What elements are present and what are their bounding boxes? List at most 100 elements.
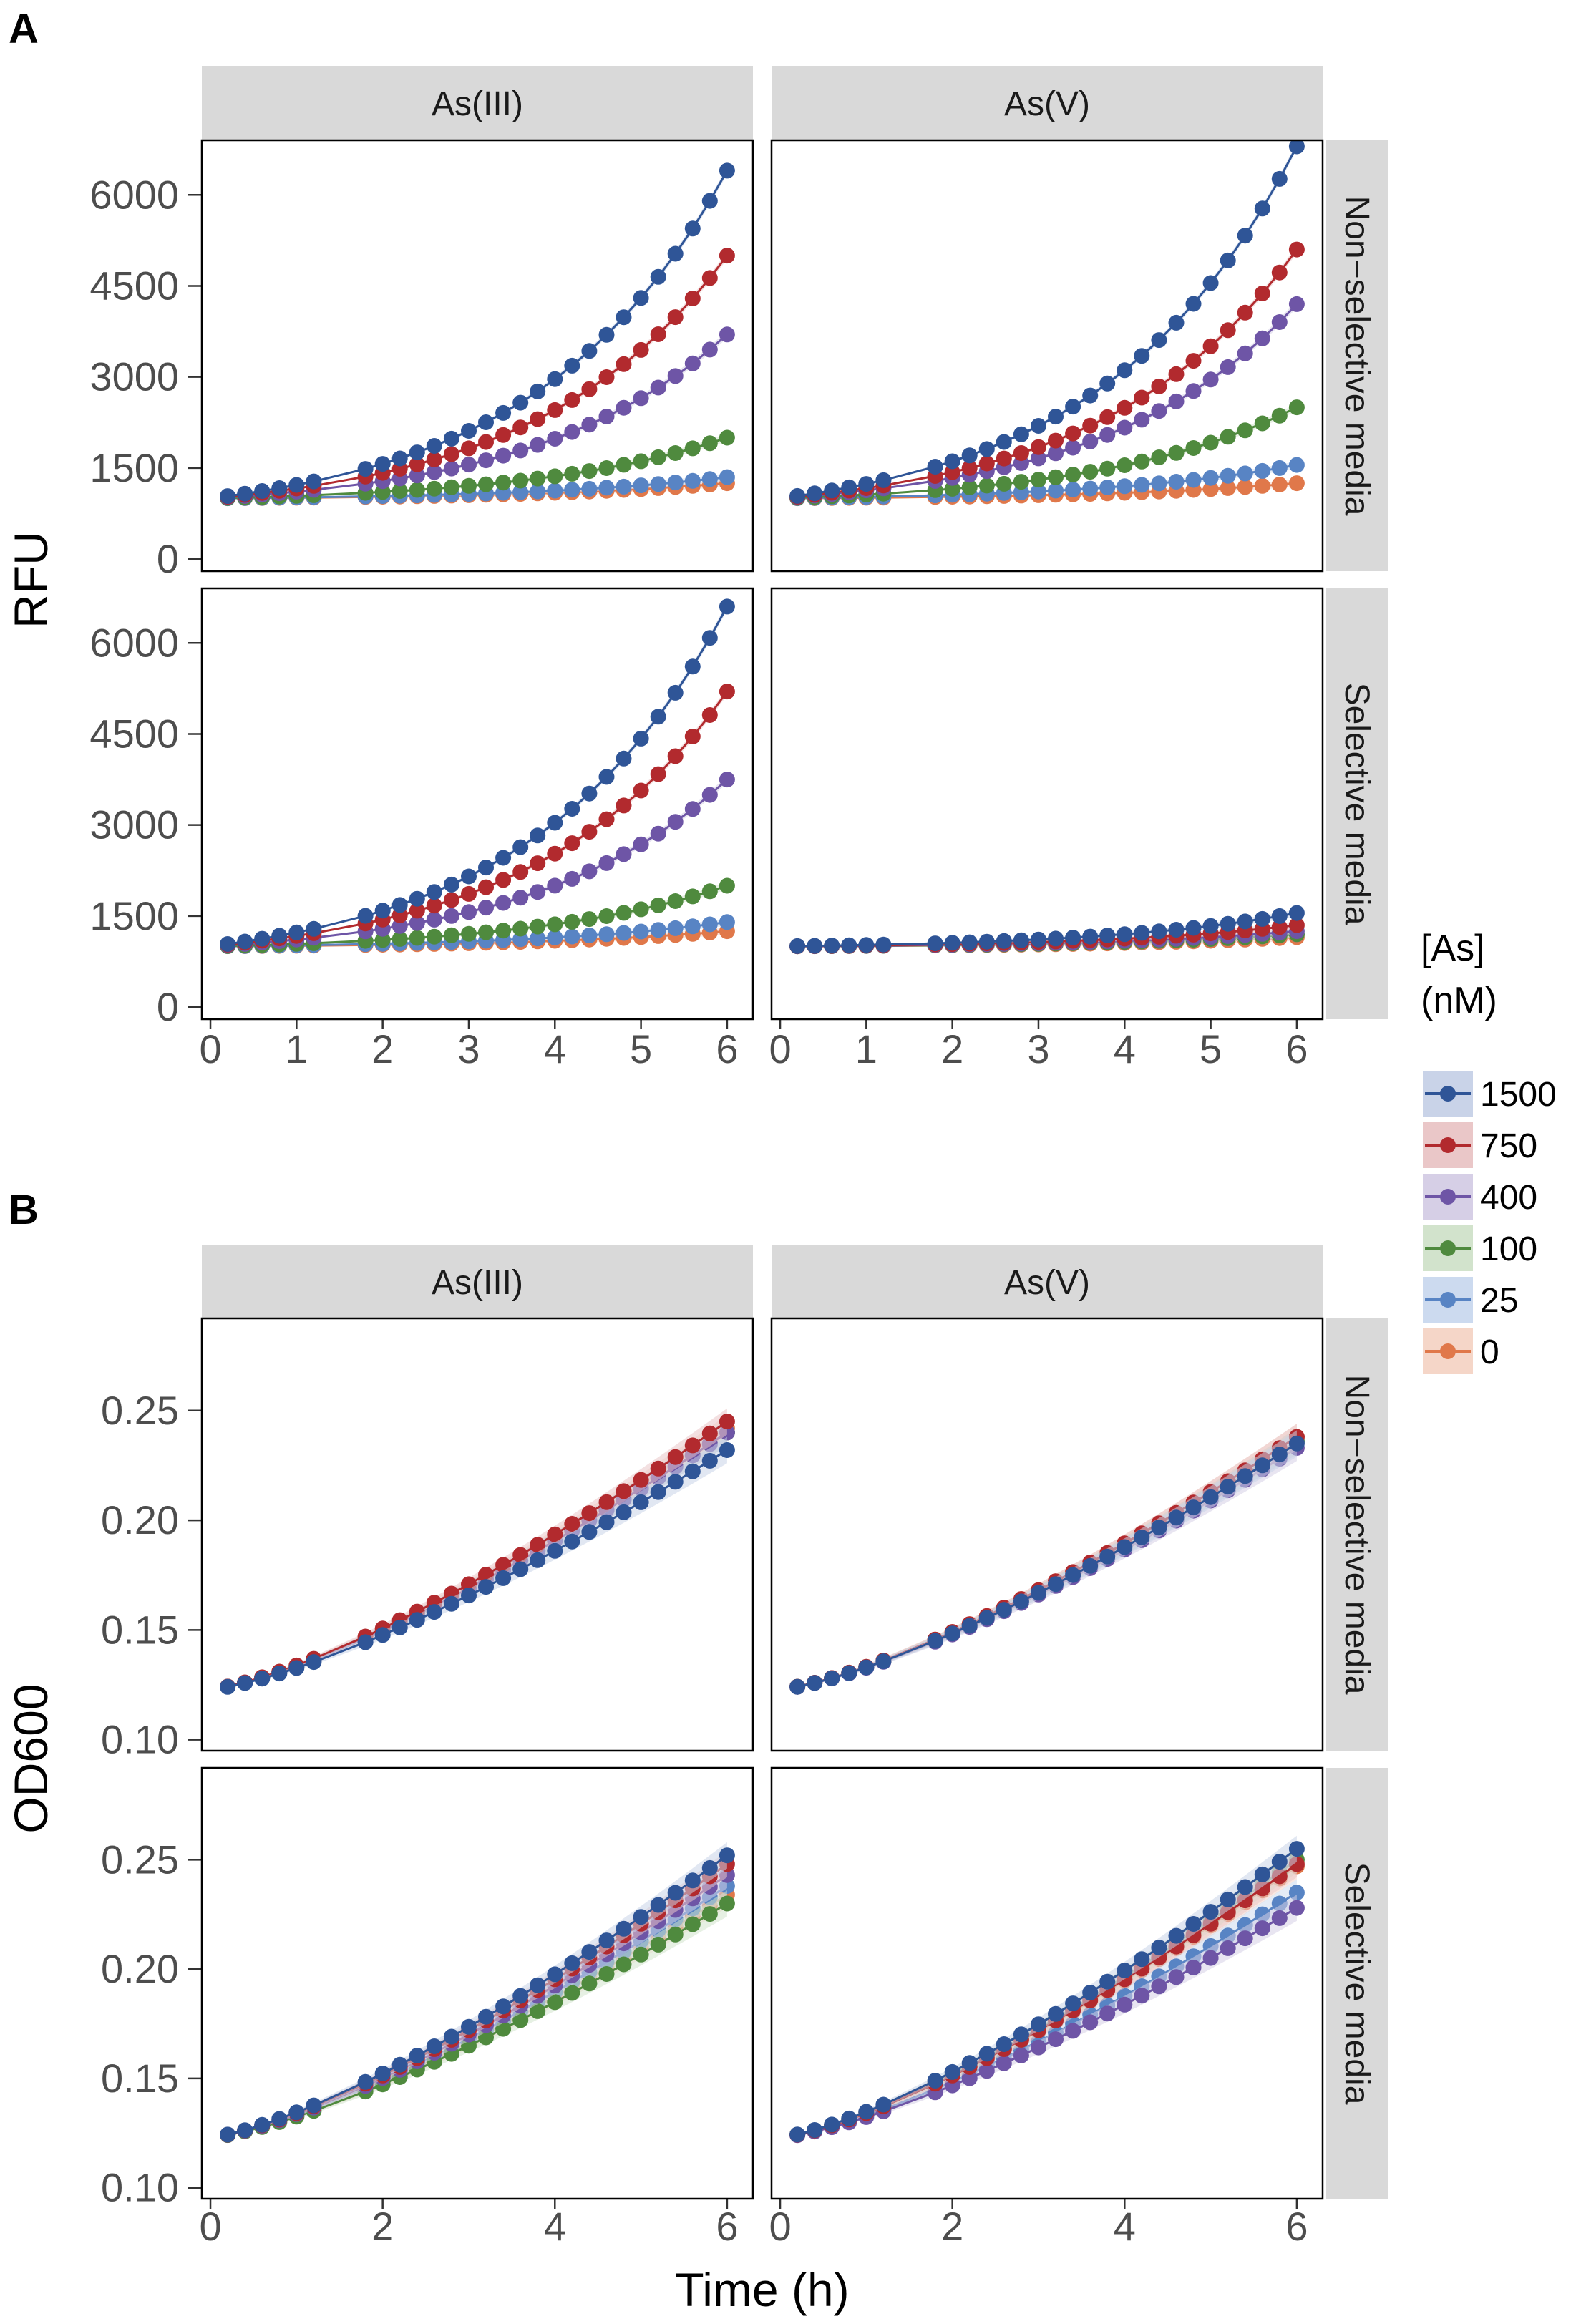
- data-point-1500: [1031, 418, 1046, 434]
- data-point-1500: [1065, 930, 1081, 946]
- data-point-1500: [807, 938, 823, 954]
- data-point-750: [530, 1537, 546, 1553]
- series-line-1500: [227, 170, 729, 497]
- data-point-25: [701, 471, 718, 487]
- data-point-400: [1099, 2005, 1116, 2022]
- data-point-750: [1048, 432, 1064, 449]
- data-point-400: [633, 836, 649, 852]
- data-point-1500: [1220, 252, 1236, 268]
- data-point-1500: [1134, 348, 1150, 364]
- series-band-100: [797, 1847, 1297, 2136]
- data-point-400: [701, 787, 718, 803]
- data-point-100: [1031, 472, 1046, 488]
- y-tick-label: 3000: [89, 354, 179, 399]
- data-point-400: [650, 825, 666, 842]
- data-point-1500: [1099, 928, 1116, 943]
- legend-label: 1500: [1480, 1076, 1557, 1114]
- x-tick-label: 4: [1114, 2204, 1136, 2249]
- data-point-750: [1099, 409, 1116, 425]
- data-point-1500: [220, 2126, 236, 2143]
- data-point-25: [1288, 457, 1305, 473]
- data-point-400: [1117, 1996, 1133, 2013]
- data-point-1500: [391, 1619, 408, 1635]
- data-point-750: [1288, 917, 1305, 933]
- data-point-400: [530, 884, 546, 900]
- data-point-100: [461, 925, 477, 942]
- x-tick-label: 0: [769, 2204, 791, 2249]
- data-point-1500: [824, 1670, 840, 1686]
- data-point-100: [598, 460, 615, 476]
- data-point-1500: [357, 908, 374, 924]
- data-point-0: [1220, 480, 1236, 496]
- data-point-100: [409, 930, 425, 946]
- facet-row-label: Selective media: [1338, 1862, 1376, 2105]
- facet-row-label: Non−selective media: [1338, 1375, 1376, 1695]
- data-point-1500: [306, 1654, 322, 1671]
- data-point-100: [512, 920, 529, 937]
- data-point-1500: [701, 1859, 718, 1876]
- data-point-400: [1220, 1940, 1236, 1956]
- data-point-750: [530, 411, 546, 427]
- data-point-750: [1271, 919, 1288, 935]
- data-point-750: [616, 1483, 632, 1499]
- data-point-1500: [858, 2104, 875, 2120]
- data-point-1500: [271, 928, 288, 944]
- data-point-750: [1013, 445, 1029, 461]
- data-point-750: [719, 684, 735, 700]
- data-point-400: [616, 846, 632, 862]
- data-point-1500: [547, 1542, 563, 1559]
- y-tick-label: 0: [157, 984, 179, 1029]
- facet-AsV_nonselective: [770, 139, 1324, 573]
- data-point-400: [650, 379, 666, 396]
- data-point-25: [598, 926, 615, 943]
- plot-area: [789, 1835, 1305, 2144]
- series-line-1500: [797, 1442, 1298, 1688]
- data-point-1500: [684, 1463, 701, 1479]
- data-point-1500: [875, 472, 892, 488]
- data-point-750: [650, 326, 666, 342]
- series-line-400: [227, 778, 728, 947]
- data-point-750: [598, 369, 615, 385]
- data-point-1500: [237, 933, 253, 950]
- data-point-400: [1048, 2031, 1064, 2048]
- data-point-100: [564, 465, 580, 482]
- facet-AsV_nonselective: [770, 1317, 1324, 1752]
- y-axis-title: OD600: [4, 1683, 57, 1833]
- data-point-1500: [409, 2048, 425, 2063]
- data-point-1500: [684, 658, 701, 675]
- plot-area: [220, 598, 735, 955]
- facet-AsV_selective: [770, 587, 1324, 1021]
- data-point-750: [650, 766, 666, 782]
- data-point-1500: [547, 371, 563, 387]
- data-point-750: [512, 419, 529, 436]
- facet-row-label: Non−selective media: [1338, 196, 1376, 516]
- data-point-1500: [667, 1885, 684, 1901]
- data-point-1500: [1254, 910, 1270, 927]
- data-point-750: [616, 797, 632, 814]
- data-point-400: [547, 431, 563, 447]
- panels-layer: A As(III) As(V) Non−selective media Selectiv…: [4, 6, 1388, 2316]
- data-point-1500: [220, 1678, 236, 1695]
- data-point-100: [719, 877, 735, 894]
- data-point-750: [547, 1526, 563, 1542]
- data-point-750: [409, 903, 425, 919]
- data-point-100: [547, 468, 563, 485]
- data-point-1500: [858, 476, 875, 492]
- data-point-1500: [357, 461, 374, 477]
- data-point-400: [530, 437, 546, 453]
- data-point-100: [616, 905, 632, 921]
- data-point-25: [1082, 480, 1099, 497]
- data-point-400: [1151, 403, 1167, 419]
- data-point-400: [426, 464, 442, 480]
- data-point-1500: [1288, 905, 1305, 921]
- data-point-25: [719, 914, 735, 930]
- data-point-750: [996, 450, 1012, 467]
- series-band-25: [797, 1428, 1297, 1688]
- data-point-25: [1099, 480, 1116, 495]
- data-point-1500: [1031, 931, 1046, 948]
- data-point-100: [495, 475, 512, 491]
- data-point-25: [1048, 482, 1064, 499]
- data-point-1500: [1271, 1447, 1288, 1463]
- data-point-1500: [564, 357, 580, 374]
- data-point-400: [1065, 439, 1081, 456]
